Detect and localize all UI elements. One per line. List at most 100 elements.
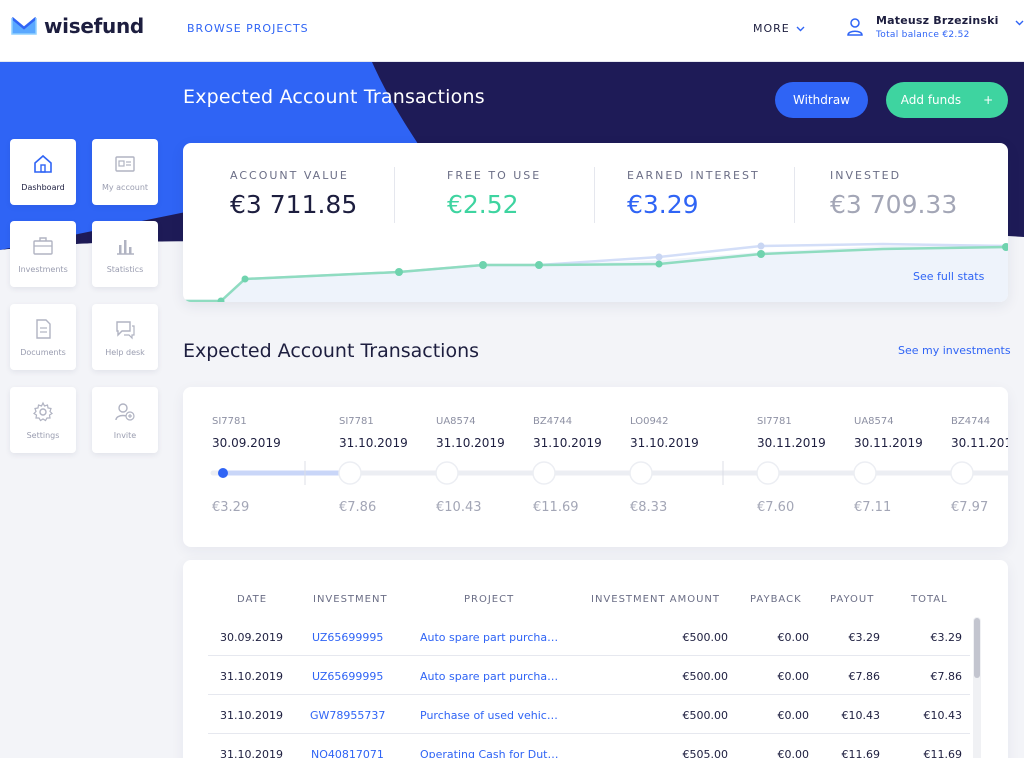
stat-value: €3 709.33 bbox=[830, 190, 958, 219]
stat-invested: INVESTED €3 709.33 bbox=[830, 169, 957, 219]
cell-date: 30.09.2019 bbox=[220, 631, 283, 644]
home-icon bbox=[34, 154, 52, 173]
timeline-date: 30.11.2019 bbox=[951, 436, 1008, 450]
cell-payback: €0.00 bbox=[777, 631, 810, 644]
section-title: Expected Account Transactions bbox=[183, 340, 480, 362]
plus-icon: + bbox=[983, 93, 994, 107]
timeline-item[interactable]: SI7781 30.11.2019 bbox=[757, 416, 826, 450]
column-header-investment[interactable]: INVESTMENT bbox=[313, 594, 388, 605]
document-icon bbox=[36, 318, 51, 339]
top-navbar: wisefund BROWSE PROJECTS MORE Mateusz Br… bbox=[0, 0, 1024, 62]
chat-icon bbox=[116, 320, 135, 339]
see-full-stats-link[interactable]: See full stats bbox=[913, 270, 985, 283]
timeline-item[interactable]: BZ4744 30.11.2019 bbox=[951, 416, 1008, 450]
timeline-date: 31.10.2019 bbox=[533, 436, 602, 450]
timeline-date: 31.10.2019 bbox=[339, 436, 408, 450]
timeline-code: LO0942 bbox=[630, 416, 669, 427]
cell-payout: €11.69 bbox=[841, 748, 881, 758]
investment-link[interactable]: UZ65699995 bbox=[312, 670, 384, 683]
sidebar-item-statistics[interactable]: Statistics bbox=[92, 221, 158, 287]
table-row[interactable]: 30.09.2019 UZ65699995 Auto spare part pu… bbox=[208, 617, 970, 656]
investment-link[interactable]: UZ65699995 bbox=[312, 631, 384, 644]
logo-text: wisefund bbox=[44, 14, 144, 38]
timeline-item[interactable]: UA8574 30.11.2019 bbox=[854, 416, 923, 450]
user-name: Mateusz Brzezinski bbox=[876, 14, 999, 27]
withdraw-button[interactable]: Withdraw bbox=[775, 82, 868, 118]
sidebar-item-my-account[interactable]: My account bbox=[92, 139, 158, 205]
project-link[interactable]: Auto spare part purcha… bbox=[420, 631, 559, 644]
divider bbox=[394, 167, 395, 223]
timeline-dot[interactable] bbox=[853, 461, 877, 485]
sidebar-item-invite[interactable]: Invite bbox=[92, 387, 158, 453]
column-header-payout[interactable]: PAYOUT bbox=[830, 594, 875, 605]
see-my-investments-link[interactable]: See my investments bbox=[898, 344, 1011, 357]
chart-point bbox=[655, 253, 663, 261]
column-header-project[interactable]: PROJECT bbox=[464, 594, 515, 605]
sidebar-item-label: Help desk bbox=[105, 347, 145, 357]
sidebar-item-help-desk[interactable]: Help desk bbox=[92, 304, 158, 370]
investment-link[interactable]: GW78955737 bbox=[310, 709, 386, 722]
browse-projects-link[interactable]: BROWSE PROJECTS bbox=[187, 22, 309, 35]
timeline-dot[interactable] bbox=[950, 461, 974, 485]
sidebar-item-investments[interactable]: Investments bbox=[10, 221, 76, 287]
column-header-investment-amount[interactable]: INVESTMENT AMOUNT bbox=[591, 594, 721, 605]
column-header-payback[interactable]: PAYBACK bbox=[750, 594, 802, 605]
sidebar-item-label: Statistics bbox=[106, 264, 144, 274]
cell-payout: €7.86 bbox=[848, 670, 881, 683]
column-header-date[interactable]: DATE bbox=[237, 594, 268, 605]
table-scrollbar-track[interactable] bbox=[973, 617, 981, 758]
cell-payback: €0.00 bbox=[777, 709, 810, 722]
cell-payback: €0.00 bbox=[777, 748, 810, 758]
id-card-icon bbox=[115, 155, 135, 172]
sidebar-item-label: Investments bbox=[18, 264, 68, 274]
sidebar-item-label: My account bbox=[101, 182, 149, 192]
stat-label: ACCOUNT VALUE bbox=[230, 169, 349, 182]
timeline-item[interactable]: LO0942 31.10.2019 bbox=[630, 416, 699, 450]
transactions-table: DATE INVESTMENT PROJECT INVESTMENT AMOUN… bbox=[183, 560, 1008, 758]
cell-total: €10.43 bbox=[923, 709, 963, 722]
project-link[interactable]: Purchase of used vehic… bbox=[420, 709, 558, 722]
table-row[interactable]: 31.10.2019 NQ40817071 Operating Cash for… bbox=[208, 734, 970, 758]
timeline-item[interactable]: UA8574 31.10.2019 bbox=[436, 416, 505, 450]
timeline-item[interactable]: BZ4744 31.10.2019 bbox=[533, 416, 602, 450]
table-row[interactable]: 31.10.2019 GW78955737 Purchase of used v… bbox=[208, 695, 970, 734]
transactions-timeline: SI7781 30.09.2019 SI7781 31.10.2019 UA85… bbox=[183, 387, 1008, 547]
cell-total: €11.69 bbox=[923, 748, 963, 758]
column-header-total[interactable]: TOTAL bbox=[911, 594, 948, 605]
investment-link[interactable]: NQ40817071 bbox=[311, 748, 384, 758]
divider bbox=[594, 167, 595, 223]
project-link[interactable]: Auto spare part purcha… bbox=[420, 670, 559, 683]
timeline-item[interactable]: SI7781 31.10.2019 bbox=[339, 416, 408, 450]
table-scrollbar-thumb[interactable] bbox=[974, 618, 980, 678]
timeline-amount: €10.43 bbox=[436, 500, 482, 515]
timeline-dot[interactable] bbox=[338, 461, 362, 485]
user-menu[interactable]: Mateusz Brzezinski Total balance €2.52 bbox=[846, 14, 1024, 40]
timeline-dot[interactable] bbox=[629, 461, 653, 485]
more-menu[interactable]: MORE bbox=[753, 22, 805, 35]
add-funds-button[interactable]: Add funds + bbox=[886, 82, 1008, 118]
add-user-icon bbox=[115, 402, 135, 421]
sidebar-item-documents[interactable]: Documents bbox=[10, 304, 76, 370]
table-row[interactable]: 31.10.2019 UZ65699995 Auto spare part pu… bbox=[208, 656, 970, 695]
timeline-item[interactable]: SI7781 30.09.2019 bbox=[212, 416, 281, 450]
cell-total: €7.86 bbox=[930, 670, 963, 683]
project-link[interactable]: Operating Cash for Dut… bbox=[420, 748, 559, 758]
user-icon bbox=[847, 18, 863, 36]
account-value-sparkline bbox=[183, 242, 1008, 302]
cell-amount: €500.00 bbox=[682, 670, 729, 683]
timeline-dot[interactable] bbox=[532, 461, 556, 485]
timeline-dot[interactable] bbox=[756, 461, 780, 485]
wisefund-logo[interactable]: wisefund bbox=[10, 14, 144, 38]
timeline-dot-active[interactable] bbox=[218, 468, 228, 478]
timeline-dot[interactable] bbox=[435, 461, 459, 485]
sidebar-item-settings[interactable]: Settings bbox=[10, 387, 76, 453]
timeline-code: BZ4744 bbox=[951, 416, 991, 427]
timeline-code: SI7781 bbox=[212, 416, 247, 427]
sidebar-item-dashboard[interactable]: Dashboard bbox=[10, 139, 76, 205]
logo-icon bbox=[11, 17, 37, 35]
chevron-down-icon bbox=[796, 26, 805, 31]
cell-amount: €500.00 bbox=[682, 631, 729, 644]
timeline-amount: €7.97 bbox=[951, 500, 989, 515]
chart-point bbox=[535, 261, 543, 269]
stat-free-to-use: FREE TO USE €2.52 bbox=[447, 169, 541, 219]
